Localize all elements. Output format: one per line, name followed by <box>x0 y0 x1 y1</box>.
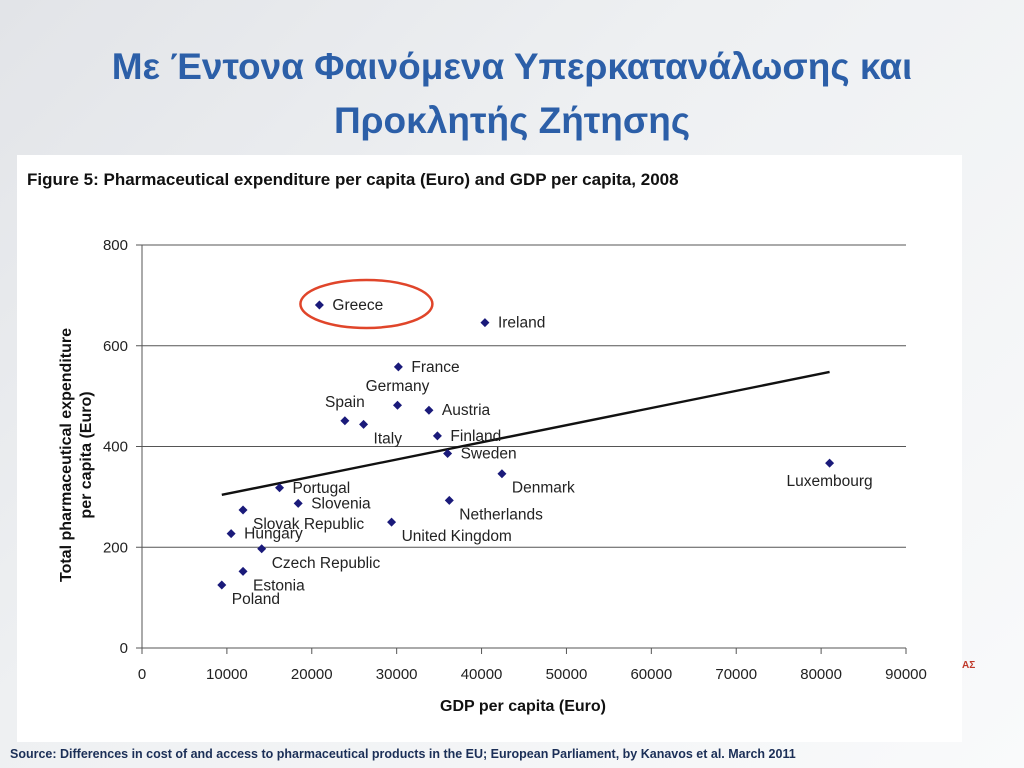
point-label-slovak-republic: Slovak Republic <box>253 516 364 533</box>
slide-title-line-1: Με Έντονα Φαινόμενα Υπερκατανάλωσης και <box>111 46 913 87</box>
data-point-netherlands <box>444 495 454 505</box>
data-point-france <box>393 362 403 372</box>
point-label-austria: Austria <box>442 402 491 419</box>
trendline-group <box>221 370 830 497</box>
y-axis-title-line-2: per capita (Euro) <box>78 391 95 518</box>
point-label-hungary: Hungary <box>244 526 303 543</box>
point-label-czech-republic: Czech Republic <box>272 555 381 572</box>
data-point-portugal <box>275 483 285 493</box>
point-label-united-kingdom: United Kingdom <box>402 528 512 545</box>
x-tick-label-6: 60000 <box>630 666 672 683</box>
point-label-italy: Italy <box>374 430 403 447</box>
data-point-denmark <box>497 469 507 479</box>
slide-title-line-2: Προκλητής Ζήτησης <box>333 100 691 141</box>
trendline <box>221 370 830 497</box>
logo-fragment: ΑΣ <box>962 660 976 671</box>
point-label-france: France <box>411 359 459 376</box>
point-label-slovenia: Slovenia <box>311 495 371 512</box>
data-point-poland <box>217 580 227 590</box>
point-label-luxembourg: Luxembourg <box>787 473 873 490</box>
x-tick-label-3: 30000 <box>376 666 418 683</box>
point-label-estonia: Estonia <box>253 577 305 594</box>
x-tick-label-2: 20000 <box>291 666 333 683</box>
data-point-slovenia <box>293 498 303 508</box>
y-axis-title-line-1: Total pharmaceutical expenditure <box>58 328 75 582</box>
y-tick-label-4: 800 <box>103 237 128 254</box>
data-point-luxembourg <box>825 458 835 468</box>
point-label-portugal: Portugal <box>293 480 351 497</box>
x-tick-label-4: 40000 <box>461 666 503 683</box>
data-point-greece <box>314 300 324 310</box>
point-label-spain: Spain <box>325 394 365 411</box>
data-points <box>217 300 835 590</box>
x-tick-label-7: 70000 <box>715 666 757 683</box>
chart-panel: Figure 5: Pharmaceutical expenditure per… <box>17 155 962 742</box>
point-label-ireland: Ireland <box>498 315 545 332</box>
point-label-denmark: Denmark <box>512 480 575 497</box>
data-point-sweden <box>443 449 453 459</box>
data-point-finland <box>432 431 442 441</box>
y-tick-label-1: 200 <box>103 539 128 556</box>
data-point-ireland <box>480 318 490 328</box>
x-tick-label-1: 10000 <box>206 666 248 683</box>
data-point-slovak-republic <box>238 505 248 515</box>
x-tick-label-5: 50000 <box>546 666 588 683</box>
point-labels: Greece Ireland France Germany Austria Spain It… <box>232 297 873 608</box>
highlight-group <box>299 278 434 330</box>
source-note: Source: Differences in cost of and acces… <box>10 747 796 761</box>
point-label-germany: Germany <box>366 378 430 395</box>
point-label-finland: Finland <box>450 428 501 445</box>
x-tick-label-8: 80000 <box>800 666 842 683</box>
scatter-chart: Figure 5: Pharmaceutical expenditure per… <box>27 170 927 715</box>
data-point-estonia <box>238 566 248 576</box>
point-label-greece: Greece <box>332 297 383 314</box>
point-label-sweden: Sweden <box>461 446 517 463</box>
data-point-germany <box>393 400 403 410</box>
y-tick-label-3: 600 <box>103 338 128 355</box>
point-label-netherlands: Netherlands <box>459 506 543 523</box>
x-tick-label-0: 0 <box>138 666 146 683</box>
gridlines <box>142 244 906 548</box>
y-tick-label-2: 400 <box>103 439 128 456</box>
data-point-austria <box>424 405 434 415</box>
highlight-ellipse-greece <box>299 278 434 330</box>
slide-title: Με Έντονα Φαινόμενα Υπερκατανάλωσης και … <box>0 40 1024 148</box>
x-tick-label-9: 90000 <box>885 666 927 683</box>
data-point-united-kingdom <box>387 517 397 527</box>
point-label-poland: Poland <box>232 591 280 608</box>
data-point-spain <box>340 416 350 426</box>
y-axis-title: Total pharmaceutical expenditure per cap… <box>58 328 95 582</box>
figure-title: Figure 5: Pharmaceutical expenditure per… <box>27 170 679 189</box>
x-axis-title: GDP per capita (Euro) <box>440 698 606 715</box>
data-point-italy <box>359 419 369 429</box>
y-tick-label-0: 0 <box>120 640 128 657</box>
data-point-czech-republic <box>257 544 267 554</box>
axes: 0 200 400 600 800 0 10000 20000 30000 40000 50000 6… <box>103 237 927 683</box>
data-point-hungary <box>226 529 236 539</box>
